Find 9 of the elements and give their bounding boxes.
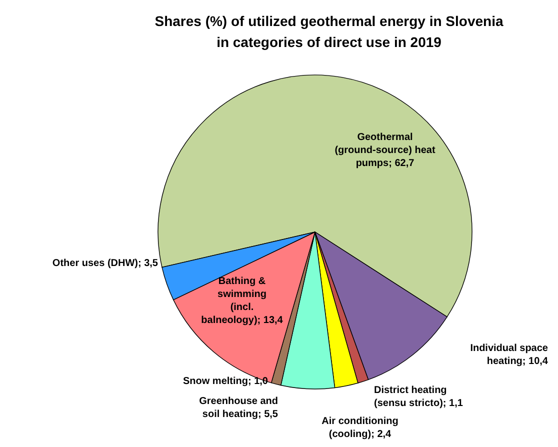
slice-label: Greenhouse and soil heating; 5,5 — [199, 396, 278, 420]
slice-label: Other uses (DHW); 3,5 — [52, 258, 158, 269]
slice-label: Air conditioning (cooling); 2,4 — [322, 416, 398, 440]
slice-label: Snow melting; 1,0 — [182, 376, 268, 387]
slice-label: District heating (sensu stricto); 1,1 — [374, 385, 464, 409]
chart-title: Shares (%) of utilized geothermal energy in Slovenia in categories of direct use in 2019 — [154, 13, 504, 50]
slice-label: Geothermal (ground-source) heat pumps; 62,7 — [334, 132, 436, 169]
slice-label: Individual space heating; 10,4 — [470, 343, 548, 367]
slice-label: Bathing & swimming (incl. balneology); 13,4 — [201, 276, 284, 326]
